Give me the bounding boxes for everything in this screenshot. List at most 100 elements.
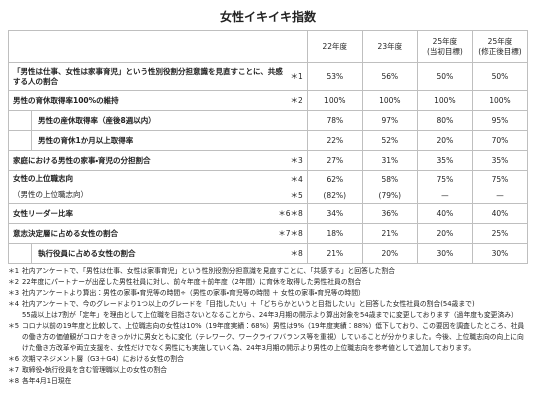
note-mark: ＊3 [290,156,303,165]
footnote-mark: ＊4 [8,300,20,308]
cell-value: 100% [306,90,363,111]
label-text: 執行役員に占める女性の割合 [38,248,136,258]
footnote: ＊6 次期マネジメント層（G3＋G4）における女性の割合 [8,354,530,365]
footnote-mark: ＊6 [8,355,20,363]
row-label: 女性の上位職志向 ＊4 [8,170,308,187]
cell-value: 100% [361,90,418,111]
label-text: 意志決定層に占める女性の割合 [13,228,118,238]
index-table: 22年度 23年度 25年度 (当初目標) 25年度 (修正後目標) 「男性は仕事、女… [8,30,529,264]
table-row: 「男性は仕事、女性は家事育児」という性別役割分担意識を見直すことに、共感する人の… [8,62,529,91]
label-text: 女性リーダー比率 [13,208,73,218]
cell-value: (79%) [361,187,418,204]
label-text: 家庭における男性の家事・育児の分担割合 [13,155,151,165]
label-wrap: 意志決定層に占める女性の割合 ＊7＊8 [13,228,303,239]
note-mark: ＊5 [290,190,303,200]
note-mark: ＊6＊8 [278,209,303,218]
footnote-text: 社内アンケートで、「男性は仕事、女性は家事育児」という性別役割分担意識を見直すこ… [22,267,396,275]
footnotes: ＊1 社内アンケートで、「男性は仕事、女性は家事育児」という性別役割分担意識を見直… [8,266,530,387]
cell-value: 58% [361,170,418,187]
cell-value: 30% [471,243,529,264]
footnote-mark: ＊8 [8,377,20,385]
label-wrap: 女性の上位職志向 ＊4 [13,174,303,185]
label-text: 男性の育休1か月以上取得率 [38,135,134,145]
cell-value: 30% [416,243,473,264]
table-row: 男性の産休取得率（産後8週以内） 78% 97% 80% 95% [8,110,529,131]
table-body: 「男性は仕事、女性は家事育児」という性別役割分担意識を見直すことに、共感する人の… [8,62,529,264]
label-wrap: 男性の育休取得率100%の維持 ＊2 [13,95,303,106]
cell-value: 20% [416,130,473,151]
footnote: ＊3 社内アンケートより算出：男性の家事・育児等の時間÷（男性の家事・育児等の時間… [8,288,530,299]
row-label: 「男性は仕事、女性は家事育児」という性別役割分担意識を見直すことに、共感する人の… [8,62,308,91]
page-title: 女性イキイキ指数 [219,10,316,24]
footnote: ＊1 社内アンケートで、「男性は仕事、女性は家事育児」という性別役割分担意識を見直… [8,266,530,277]
footnote-mark: ＊2 [8,278,20,286]
footnote-text: 社内アンケートで、今のグレードより1つ以上のグレードを「目指したい」＋「どちらか… [22,300,518,319]
label-wrap: 執行役員に占める女性の割合 ＊8 [31,244,303,263]
footnote-mark: ＊3 [8,289,20,297]
row-label: 男性の育休取得率100%の維持 ＊2 [8,90,308,111]
footnote: ＊2 22年度にパートナーが出産した男性社員に対し、前々年度＋前年度（2年間）に育… [8,277,530,288]
table-row: （男性の上位職志向） ＊5 (82%) (79%) — — [8,187,529,204]
label-wrap: 男性の産休取得率（産後8週以内） [31,111,303,130]
column-header: 25年度 (修正後目標) [471,30,529,63]
row-label: 男性の産休取得率（産後8週以内） [8,110,308,131]
row-label: 男性の育休1か月以上取得率 [8,130,308,151]
header-row: 22年度 23年度 25年度 (当初目標) 25年度 (修正後目標) [8,30,529,63]
cell-value: 80% [416,110,473,131]
footnote: ＊5 コロナ以前の19年度と比較して、上位職志向の女性は10%（19年度実績：68… [8,321,530,354]
row-label: 家庭における男性の家事・育児の分担割合 ＊3 [8,150,308,171]
cell-value: 78% [306,110,363,131]
cell-value: 20% [361,243,418,264]
cell-value: 50% [471,62,529,91]
note-mark: ＊8 [290,249,303,258]
cell-value: 27% [306,150,363,171]
cell-value: 95% [471,110,529,131]
cell-value: 20% [416,223,473,244]
note-mark: ＊4 [290,174,303,184]
cell-value: 21% [361,223,418,244]
label-wrap: （男性の上位職志向） ＊5 [13,190,303,201]
footnote-text: 22年度にパートナーが出産した男性社員に対し、前々年度＋前年度（2年間）に育休を… [22,278,362,286]
table-row: 意志決定層に占める女性の割合 ＊7＊8 18% 21% 20% 25% [8,223,529,244]
label-text: （男性の上位職志向） [13,190,88,199]
footnote-text: 社内アンケートより算出：男性の家事・育児等の時間÷（男性の家事・育児等の時間 ＋… [22,289,365,297]
footnote: ＊8 各年4月1日現在 [8,376,530,387]
label-text: 男性の産休取得率（産後8週以内） [38,115,156,125]
cell-value: 53% [306,62,363,91]
cell-value: 40% [471,203,529,224]
note-mark: ＊1 [290,72,303,81]
cell-value: 75% [416,170,473,187]
cell-value: (82%) [306,187,363,204]
cell-value: 62% [306,170,363,187]
row-label: 執行役員に占める女性の割合 ＊8 [8,243,308,264]
table-row: 家庭における男性の家事・育児の分担割合 ＊3 27% 31% 35% 35% [8,150,529,171]
row-label: （男性の上位職志向） ＊5 [8,187,308,204]
cell-value: 40% [416,203,473,224]
cell-value: 70% [471,130,529,151]
cell-value: 56% [361,62,418,91]
cell-value: 52% [361,130,418,151]
footnote-mark: ＊7 [8,366,20,374]
cell-value: 35% [416,150,473,171]
cell-value: 25% [471,223,529,244]
footnote-text: コロナ以前の19年度と比較して、上位職志向の女性は10%（19年度実績：68%）… [22,322,525,352]
column-header: 25年度 (当初目標) [416,30,473,63]
label-text: 「男性は仕事、女性は家事育児」という性別役割分担意識を見直すことに、共感する人の… [13,66,283,86]
footnote: ＊7 取締役・執行役員を含む管理職以上の女性の割合 [8,365,530,376]
label-text: 女性の上位職志向 [13,174,73,183]
table-row: 女性の上位職志向 ＊4 62% 58% 75% 75% [8,170,529,187]
footnote-text: 取締役・執行役員を含む管理職以上の女性の割合 [22,366,168,374]
cell-value: — [471,187,529,204]
cell-value: 21% [306,243,363,264]
table-row: 執行役員に占める女性の割合 ＊8 21% 20% 30% 30% [8,243,529,264]
footnote: ＊4 社内アンケートで、今のグレードより1つ以上のグレードを「目指したい」＋「どち… [8,299,530,321]
cell-value: 31% [361,150,418,171]
cell-value: 100% [416,90,473,111]
header-corner [8,30,308,63]
cell-value: 50% [416,62,473,91]
cell-value: 75% [471,170,529,187]
table-row: 女性リーダー比率 ＊6＊8 34% 36% 40% 40% [8,203,529,224]
row-label: 女性リーダー比率 ＊6＊8 [8,203,308,224]
label-text: 男性の育休取得率100%の維持 [13,95,119,105]
cell-value: 18% [306,223,363,244]
